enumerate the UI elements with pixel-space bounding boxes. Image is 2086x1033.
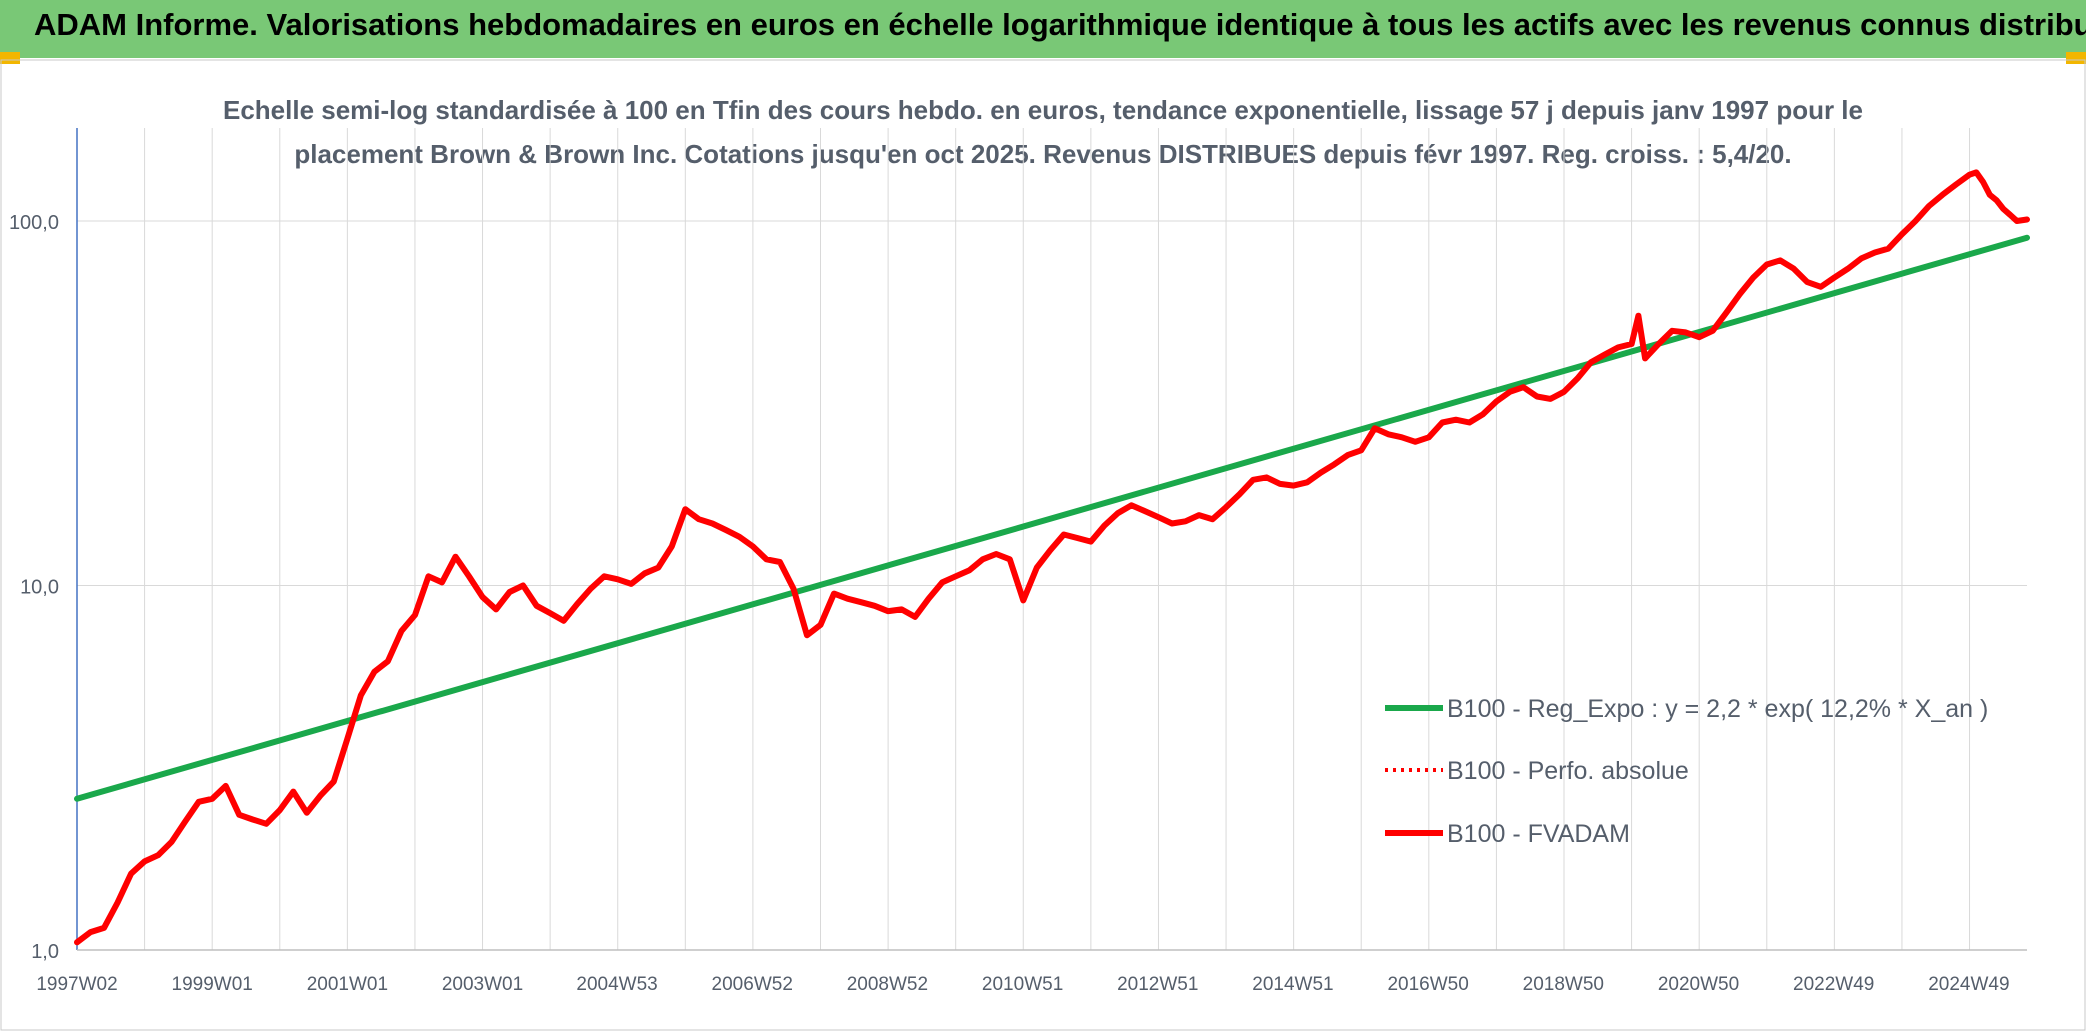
x-tick-label: 2008W52 bbox=[847, 974, 928, 995]
chart-border bbox=[0, 59, 2086, 1031]
series-line-reg-expo bbox=[74, 234, 2030, 802]
report-header: ADAM Informe. Valorisations hebdomadaire… bbox=[0, 0, 2086, 58]
y-tick-label: 100,0 bbox=[9, 212, 59, 234]
legend-label: B100 - Reg_Expo : y = 2,2 * exp( 12,2% *… bbox=[1447, 695, 1988, 723]
legend-label: B100 - FVADAM bbox=[1447, 820, 1630, 848]
x-tick-label: 2012W51 bbox=[1117, 974, 1198, 995]
legend-label: B100 - Perfo. absolue bbox=[1447, 757, 1689, 785]
x-tick-label: 2014W51 bbox=[1252, 974, 1333, 995]
corner-accent-right bbox=[2066, 52, 2086, 64]
x-tick-label: 1999W01 bbox=[172, 974, 253, 995]
chart-subtitle-line-1: Echelle semi-log standardisée à 100 en T… bbox=[222, 95, 1863, 125]
x-tick-label: 2001W01 bbox=[307, 974, 388, 995]
chart-subtitle: Echelle semi-log standardisée à 100 en T… bbox=[0, 88, 2086, 176]
report-title: ADAM Informe. Valorisations hebdomadaire… bbox=[34, 7, 2086, 42]
x-tick-label: 2016W50 bbox=[1387, 974, 1468, 995]
x-tick-label: 1997W02 bbox=[36, 974, 117, 995]
x-tick-label: 2022W49 bbox=[1793, 974, 1874, 995]
x-tick-label: 2006W52 bbox=[712, 974, 793, 995]
y-tick-label: 1,0 bbox=[31, 941, 59, 963]
corner-accent-left bbox=[0, 52, 20, 64]
x-tick-label: 2010W51 bbox=[982, 974, 1063, 995]
y-tick-label: 10,0 bbox=[20, 577, 59, 599]
chart-subtitle-line-2: placement Brown & Brown Inc. Cotations j… bbox=[294, 139, 1792, 169]
x-tick-label: 2020W50 bbox=[1658, 974, 1739, 995]
x-tick-label: 2024W49 bbox=[1928, 974, 2009, 995]
x-tick-label: 2018W50 bbox=[1523, 974, 1604, 995]
x-tick-label: 2004W53 bbox=[576, 974, 657, 995]
x-tick-label: 2003W01 bbox=[442, 974, 523, 995]
series-line-fvadam bbox=[74, 169, 2030, 946]
